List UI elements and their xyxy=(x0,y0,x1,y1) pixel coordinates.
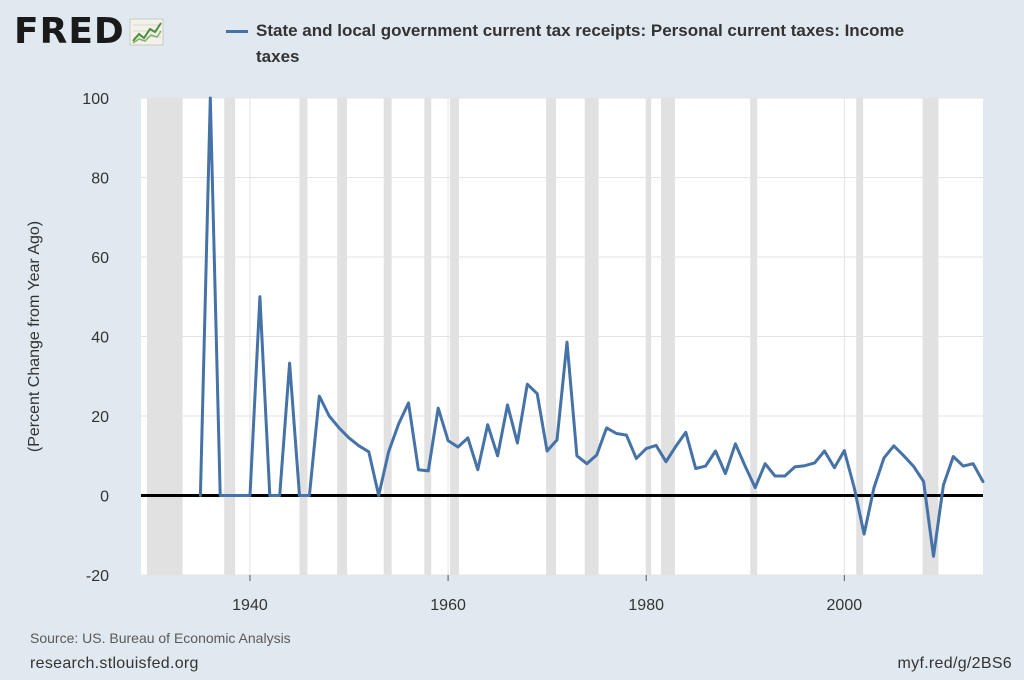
fred-logo[interactable]: FRED xyxy=(14,10,165,54)
legend-series-swatch xyxy=(226,30,248,33)
y-axis-label: (Percent Change from Year Ago) xyxy=(26,221,43,452)
short-link[interactable]: myf.red/g/2BS6 xyxy=(897,655,1012,672)
y-tick-label: 100 xyxy=(82,91,109,108)
y-tick-label: 40 xyxy=(91,330,109,347)
x-tick-label: 1940 xyxy=(232,597,268,614)
y-tick-label: -20 xyxy=(86,568,109,585)
source-note: Source: US. Bureau of Economic Analysis xyxy=(30,630,291,646)
y-tick-label: 0 xyxy=(100,489,109,506)
x-tick-label: 1980 xyxy=(628,597,664,614)
y-tick-label: 20 xyxy=(91,409,109,426)
legend-series-label: State and local government current tax r… xyxy=(256,21,905,66)
y-tick-label: 60 xyxy=(91,250,109,267)
legend: State and local government current tax r… xyxy=(226,18,926,70)
x-tick-label: 2000 xyxy=(827,597,863,614)
research-link[interactable]: research.stlouisfed.org xyxy=(30,655,199,672)
line-chart-logo-icon xyxy=(129,18,164,46)
fred-logo-text: FRED xyxy=(14,11,125,52)
x-tick-label: 1960 xyxy=(430,597,466,614)
series-line xyxy=(198,96,985,558)
y-tick-label: 80 xyxy=(91,171,109,188)
